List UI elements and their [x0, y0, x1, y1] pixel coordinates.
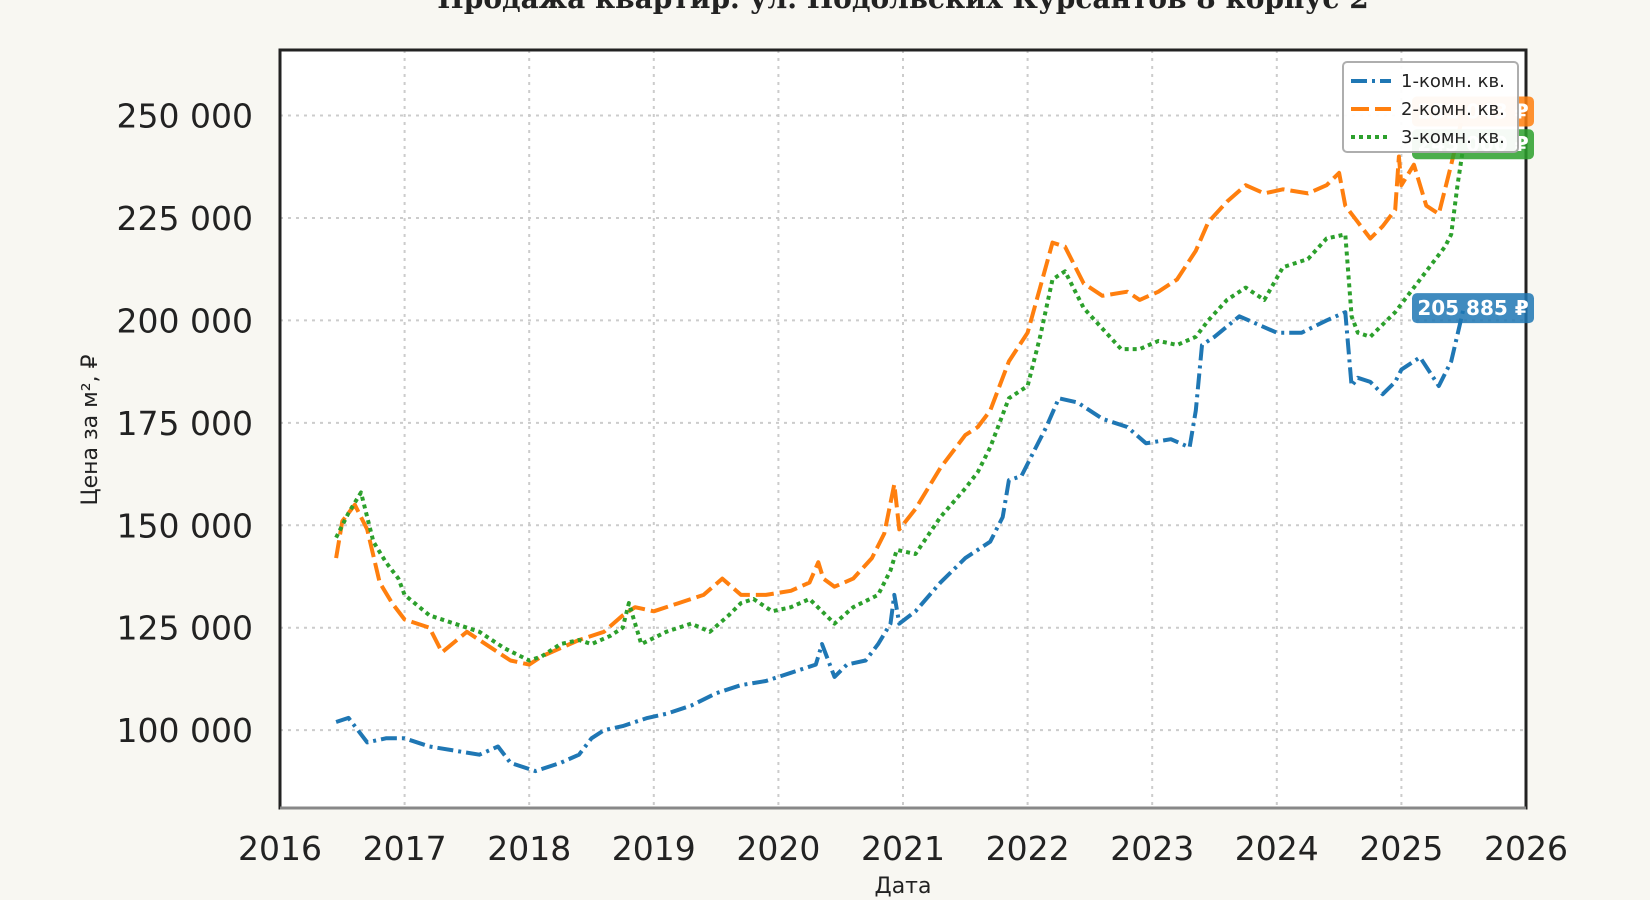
y-axis-label: Цена за м², ₽	[78, 354, 103, 505]
end-value-label: 205 885 ₽	[1412, 293, 1534, 324]
y-tick-label: 175 000	[117, 404, 253, 443]
series-line	[335, 307, 1466, 774]
x-tick-label: 2024	[1235, 829, 1319, 868]
end-label-text: 205 885 ₽	[1417, 296, 1528, 320]
y-tick-label: 225 000	[117, 199, 253, 238]
x-tick-label: 2022	[986, 829, 1070, 868]
legend-label: 3-комн. кв.	[1401, 127, 1505, 148]
series-lines	[334, 111, 1466, 774]
y-tick-labels: 100 000 125 000 150 000 175 000 200 000 225 0…	[117, 97, 253, 751]
x-tick-label: 2016	[238, 829, 322, 868]
legend-box	[1342, 61, 1519, 153]
y-tick-label: 125 000	[117, 609, 253, 648]
x-tick-label: 2018	[487, 829, 571, 868]
y-tick-label: 250 000	[117, 97, 253, 136]
series-line	[334, 111, 1466, 667]
x-tick-label: 2021	[861, 829, 945, 868]
y-tick-label: 200 000	[117, 301, 253, 340]
x-tick-label: 2020	[736, 829, 820, 868]
legend-entry: 3-комн. кв.	[1351, 127, 1505, 148]
y-tick-label: 150 000	[117, 506, 253, 545]
chart-title: Продажа квартир. ул. Подольских Курсанто…	[437, 0, 1368, 15]
x-tick-label: 2026	[1484, 829, 1568, 868]
x-tick-label: 2017	[363, 829, 447, 868]
x-tick-label: 2023	[1110, 829, 1194, 868]
legend-label: 2-комн. кв.	[1401, 99, 1505, 120]
x-tick-label: 2025	[1359, 829, 1443, 868]
legend: 1-комн. кв. 2-комн. кв. 3-комн. кв.	[1342, 61, 1519, 153]
legend-label: 1-комн. кв.	[1401, 71, 1505, 92]
y-tick-label: 100 000	[117, 711, 253, 750]
end-label-box	[1412, 293, 1534, 324]
x-tick-labels: 2016 2017 2018 2019 2020 2021 2022 2023 2024 2025…	[238, 829, 1568, 868]
legend-entry: 2-комн. кв.	[1351, 99, 1505, 120]
x-tick-label: 2019	[612, 829, 696, 868]
legend-entry: 1-комн. кв.	[1351, 71, 1505, 92]
x-axis-label: Дата	[875, 874, 932, 899]
